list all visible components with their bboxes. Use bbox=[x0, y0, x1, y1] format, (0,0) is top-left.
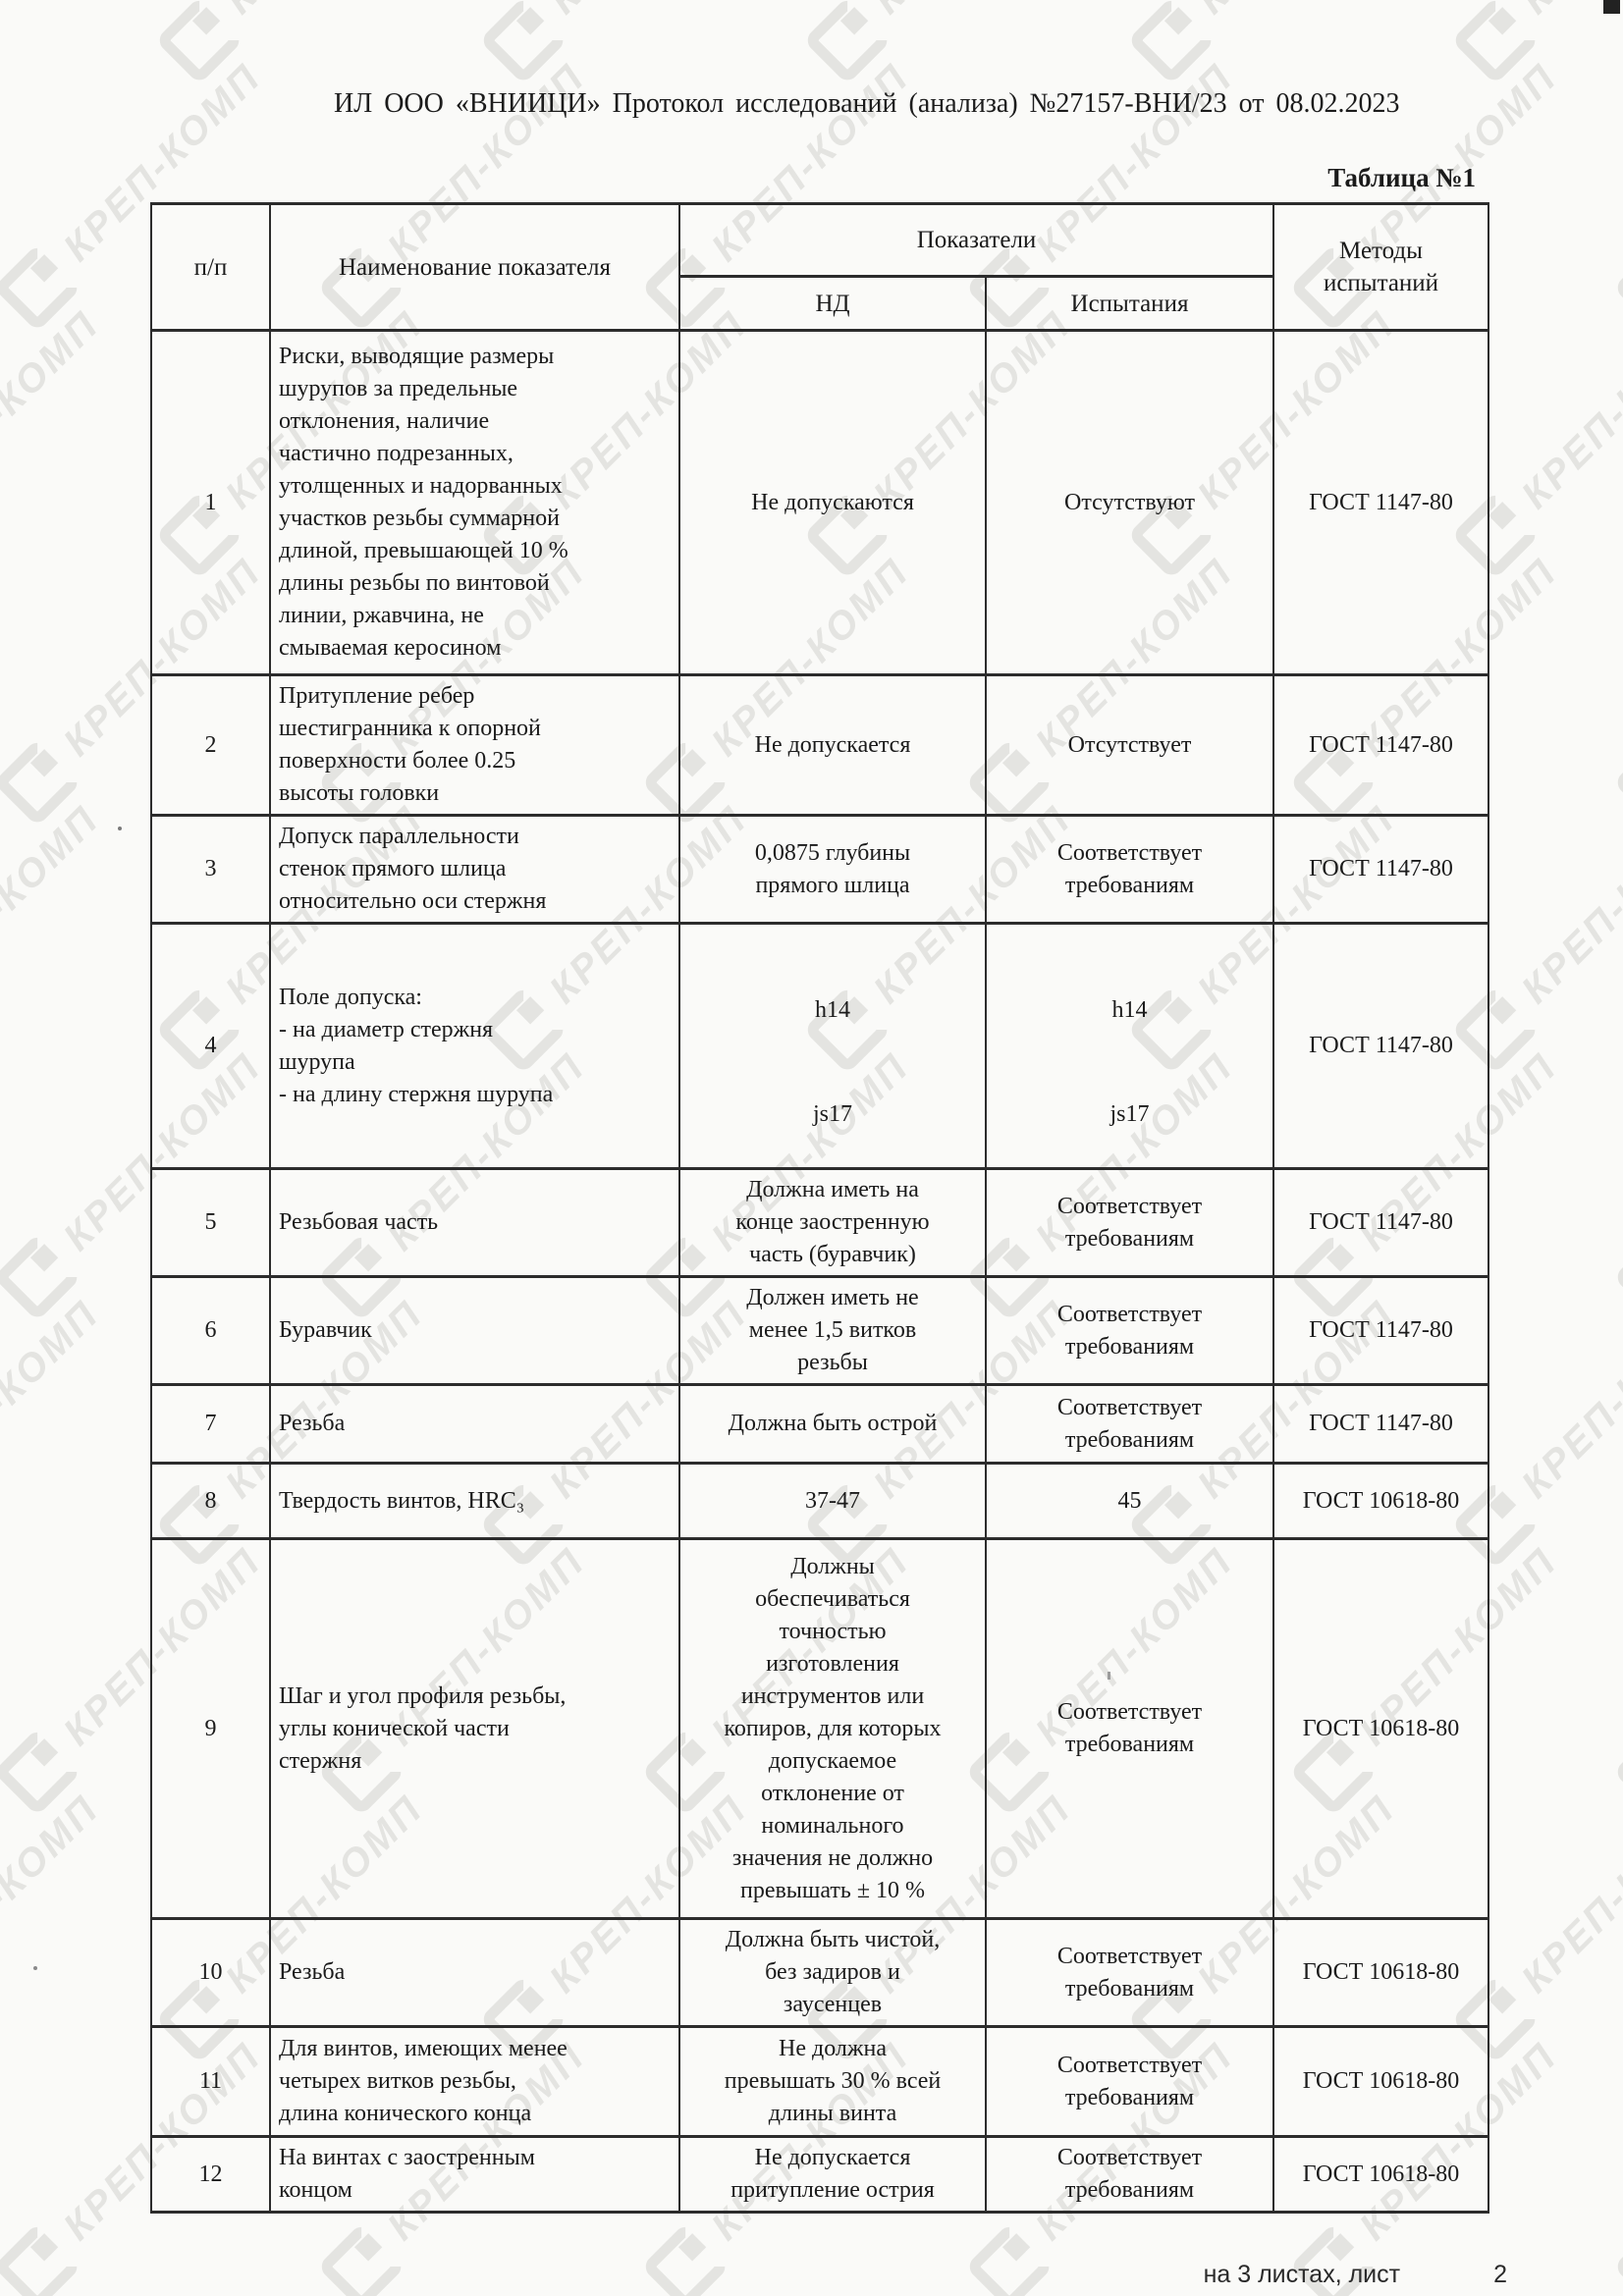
nd-value: h14 js17 bbox=[678, 922, 987, 1170]
table-row: 8 Твердость винтов, HRC₃ 37-47 45 ГОСТ 1… bbox=[150, 1462, 1489, 1540]
nd-value: Должна иметь на конце заостренную часть … bbox=[678, 1167, 987, 1278]
method-value: ГОСТ 1147-80 bbox=[1272, 922, 1489, 1170]
table-caption: Таблица №1 bbox=[1327, 163, 1476, 192]
indicator-name: Поле допуска: - на диаметр стержня шуруп… bbox=[269, 922, 680, 1170]
table-row: 10 Резьба Должна быть чистой, без задиро… bbox=[150, 1917, 1489, 2028]
indicator-name: Для винтов, имеющих менее четырех витков… bbox=[269, 2025, 680, 2138]
table-row: 5 Резьбовая часть Должна иметь на конце … bbox=[150, 1167, 1489, 1278]
results-table: п/п Наименование показателя Показатели М… bbox=[150, 202, 1489, 2214]
row-number: 3 bbox=[150, 814, 271, 925]
row-number: 12 bbox=[150, 2135, 271, 2214]
document-title: ИЛ ООО «ВНИИЦИ» Протокол исследований (а… bbox=[334, 88, 1400, 119]
page-number: 2 bbox=[1493, 2261, 1507, 2288]
test-value: Соответствует требованиям bbox=[985, 1537, 1274, 1920]
test-value: Соответствует требованиям bbox=[985, 1167, 1274, 1278]
test-value-diameter: h14 bbox=[1111, 997, 1148, 1023]
table-row: 9 Шаг и угол профиля резьбы, углы кониче… bbox=[150, 1537, 1489, 1920]
test-value: Соответствует требованиям bbox=[985, 1383, 1274, 1465]
col-header-name: Наименование показателя bbox=[269, 202, 680, 332]
table-row: 3 Допуск параллельности стенок прямого ш… bbox=[150, 814, 1489, 925]
row-number: 5 bbox=[150, 1167, 271, 1278]
test-value-length: js17 bbox=[1109, 1101, 1150, 1127]
test-value: Соответствует требованиям bbox=[985, 2025, 1274, 2138]
nd-value: Должен иметь не менее 1,5 витков резьбы bbox=[678, 1275, 987, 1386]
sheet-count-label: на 3 листах, лист bbox=[1203, 2261, 1401, 2288]
row-number: 9 bbox=[150, 1537, 271, 1920]
nd-value: 37-47 bbox=[678, 1462, 987, 1540]
method-value: ГОСТ 10618-80 bbox=[1272, 2025, 1489, 2138]
col-header-methods: Методы испытаний bbox=[1272, 202, 1489, 332]
nd-value: Должна быть чистой, без задиров и заусен… bbox=[678, 1917, 987, 2028]
method-value: ГОСТ 1147-80 bbox=[1272, 1275, 1489, 1386]
table-row: 11 Для винтов, имеющих менее четырех вит… bbox=[150, 2025, 1489, 2138]
test-value: 45 bbox=[985, 1462, 1274, 1540]
indicator-name: Допуск параллельности стенок прямого шли… bbox=[269, 814, 680, 925]
nd-value: Не допускается притупление острия bbox=[678, 2135, 987, 2214]
nd-value: Не допускаются bbox=[678, 329, 987, 676]
row-number: 8 bbox=[150, 1462, 271, 1540]
col-header-indicators: Показатели bbox=[678, 202, 1274, 278]
indicator-name: Резьба bbox=[269, 1383, 680, 1465]
method-value: ГОСТ 10618-80 bbox=[1272, 1462, 1489, 1540]
indicator-name: Притупление ребер шестигранника к опорно… bbox=[269, 673, 680, 817]
table-row: 12 На винтах с заостренным концом Не доп… bbox=[150, 2135, 1489, 2214]
col-header-nd: НД bbox=[678, 275, 987, 332]
table-row: 7 Резьба Должна быть острой Соответствуе… bbox=[150, 1383, 1489, 1465]
nd-value: Не допускается bbox=[678, 673, 987, 817]
table-row: 2 Притупление ребер шестигранника к опор… bbox=[150, 673, 1489, 817]
indicator-name: Буравчик bbox=[269, 1275, 680, 1386]
test-value: Соответствует требованиям bbox=[985, 1917, 1274, 2028]
row-number: 1 bbox=[150, 329, 271, 676]
nd-value: 0,0875 глубины прямого шлица bbox=[678, 814, 987, 925]
test-value: Отсутствуют bbox=[985, 329, 1274, 676]
test-value: h14 js17 bbox=[985, 922, 1274, 1170]
row-number: 11 bbox=[150, 2025, 271, 2138]
indicator-name: Шаг и угол профиля резьбы, углы коническ… bbox=[269, 1537, 680, 1920]
nd-value-length: js17 bbox=[812, 1101, 852, 1127]
scan-artifact-corner bbox=[1603, 0, 1620, 14]
scan-speck bbox=[33, 1966, 37, 1970]
method-value: ГОСТ 1147-80 bbox=[1272, 1167, 1489, 1278]
header-row-top: п/п Наименование показателя Показатели М… bbox=[150, 202, 1489, 332]
method-value: ГОСТ 10618-80 bbox=[1272, 1917, 1489, 2028]
test-value: Соответствует требованиям bbox=[985, 2135, 1274, 2214]
indicator-name: Резьбовая часть bbox=[269, 1167, 680, 1278]
nd-value: Должна быть острой bbox=[678, 1383, 987, 1465]
method-value: ГОСТ 10618-80 bbox=[1272, 1537, 1489, 1920]
header-row-sub: НД Испытания bbox=[151, 275, 1488, 332]
test-value: Соответствует требованиям bbox=[985, 1275, 1274, 1386]
row-number: 2 bbox=[150, 673, 271, 817]
indicator-name: Риски, выводящие размеры шурупов за пред… bbox=[269, 329, 680, 676]
row-number: 7 bbox=[150, 1383, 271, 1465]
test-value: Отсутствует bbox=[985, 673, 1274, 817]
nd-value: Должны обеспечиваться точностью изготовл… bbox=[678, 1537, 987, 1920]
indicator-name: На винтах с заостренным концом bbox=[269, 2135, 680, 2214]
row-number: 6 bbox=[150, 1275, 271, 1386]
method-value: ГОСТ 1147-80 bbox=[1272, 329, 1489, 676]
indicator-name: Твердость винтов, HRC₃ bbox=[269, 1462, 680, 1540]
nd-value: Не должна превышать 30 % всей длины винт… bbox=[678, 2025, 987, 2138]
table-row: 1 Риски, выводящие размеры шурупов за пр… bbox=[150, 329, 1489, 676]
method-value: ГОСТ 1147-80 bbox=[1272, 814, 1489, 925]
col-header-num: п/п bbox=[150, 202, 271, 332]
col-header-test: Испытания bbox=[985, 275, 1274, 332]
table-row: 4 Поле допуска: - на диаметр стержня шур… bbox=[150, 922, 1489, 1170]
method-value: ГОСТ 10618-80 bbox=[1272, 2135, 1489, 2214]
row-number: 4 bbox=[150, 922, 271, 1170]
table-row: 6 Буравчик Должен иметь не менее 1,5 вит… bbox=[150, 1275, 1489, 1386]
method-value: ГОСТ 1147-80 bbox=[1272, 1383, 1489, 1465]
nd-value-diameter: h14 bbox=[815, 997, 850, 1023]
scan-speck bbox=[118, 827, 122, 830]
test-value: Соответствует требованиям bbox=[985, 814, 1274, 925]
document-footer: на 3 листах, лист 2 bbox=[0, 2261, 1623, 2289]
indicator-name: Резьба bbox=[269, 1917, 680, 2028]
scan-speck bbox=[1108, 1672, 1110, 1680]
method-value: ГОСТ 1147-80 bbox=[1272, 673, 1489, 817]
row-number: 10 bbox=[150, 1917, 271, 2028]
